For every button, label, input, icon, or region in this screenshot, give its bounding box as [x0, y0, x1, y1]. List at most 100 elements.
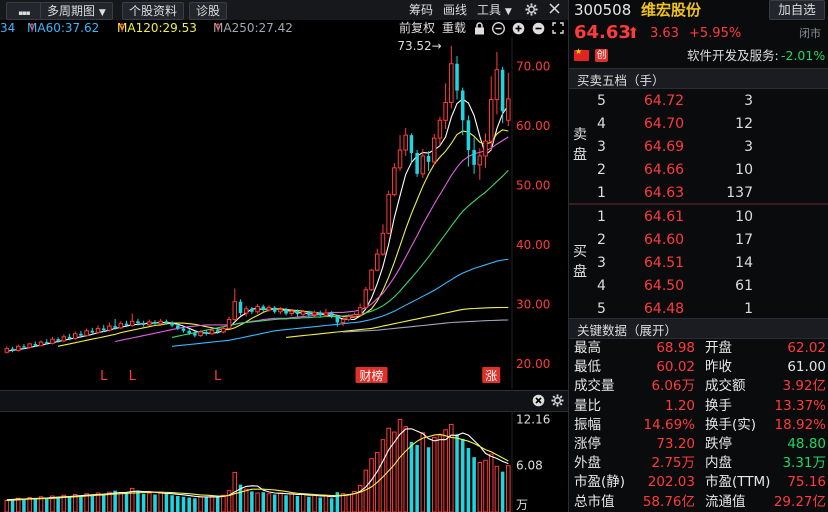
bid-row[interactable]: 3 64.51 14 — [569, 252, 828, 274]
volume-bar — [79, 495, 83, 512]
ma-line-ma20 — [114, 136, 509, 343]
key-value: 61.00 — [787, 359, 826, 376]
candle-body — [466, 120, 471, 151]
volume-bar — [409, 441, 414, 512]
sector-change: -2.01% — [781, 48, 826, 63]
candle-body — [243, 308, 249, 314]
minus-circle-icon[interactable] — [532, 22, 545, 40]
stock-info-button[interactable]: 个股资料 — [122, 2, 185, 20]
menu-button[interactable]: ▪▪▪ — [6, 2, 42, 20]
candle-body — [300, 311, 306, 315]
candle-body — [403, 134, 408, 151]
candle-body — [113, 326, 117, 328]
fq-mode-button[interactable]: 前复权 — [399, 21, 436, 35]
volume-bar — [90, 494, 95, 512]
key-value: 68.98 — [656, 340, 695, 356]
bid-row[interactable]: 1 64.61 10 — [569, 206, 828, 228]
key-label: 最低 — [574, 359, 601, 376]
volume-bar — [95, 492, 101, 512]
candle-body — [232, 301, 238, 321]
level-volume: 10 — [735, 209, 753, 225]
lock-icon[interactable] — [474, 22, 485, 40]
candle-body — [488, 98, 494, 142]
volume-bar — [27, 497, 32, 512]
candle-body — [426, 155, 431, 162]
volume-bar — [38, 496, 44, 512]
candle-body — [226, 319, 232, 329]
candle-body — [431, 137, 437, 163]
event-marker: L — [214, 369, 222, 384]
key-label: 振幅 — [574, 416, 601, 433]
level-volume: 17 — [735, 232, 753, 248]
candle-body — [312, 311, 317, 316]
gear-icon[interactable] — [524, 3, 538, 17]
volume-bar — [323, 495, 329, 512]
volume-chart[interactable]: 12.16 6.08 万 — [0, 411, 568, 512]
candlestick-chart[interactable]: 70.00 60.00 50.00 40.00 30.00 20.00 73.52→ L L L 财… — [0, 37, 568, 389]
candle-body — [61, 336, 67, 342]
diagnose-button[interactable]: 诊股 — [189, 2, 228, 20]
candle-body — [318, 312, 323, 316]
volume-bar — [153, 494, 157, 512]
volume-bar — [147, 492, 152, 512]
gear-icon[interactable] — [551, 394, 564, 410]
chevron-down-icon: ▼ — [504, 7, 512, 17]
candle-body — [472, 150, 476, 165]
volume-bar — [340, 493, 346, 512]
add-watchlist-button[interactable]: 加自选 — [769, 0, 825, 20]
volume-tick-label: 万 — [516, 498, 528, 512]
volume-bar — [4, 500, 10, 512]
volume-bar — [118, 492, 124, 512]
level-price: 64.60 — [644, 232, 685, 248]
volume-bar — [255, 492, 260, 512]
key-label: 流通值 — [705, 493, 746, 510]
stock-code: 300508 — [574, 1, 632, 19]
level-volume: 61 — [735, 278, 753, 294]
expand-icon[interactable] — [552, 22, 564, 39]
candle-body — [272, 307, 277, 312]
candle-body — [380, 232, 386, 255]
ask-row[interactable]: 1 64.63 137 — [569, 182, 828, 204]
sector-label[interactable]: 软件开发及服务: — [687, 48, 779, 63]
candle-body — [386, 194, 391, 234]
chip-tab[interactable]: 筹码 — [409, 3, 434, 17]
close-icon[interactable] — [547, 3, 561, 17]
candle-body — [209, 329, 215, 335]
candle-body — [79, 333, 83, 336]
ask-row[interactable]: 4 64.70 12 — [569, 113, 828, 135]
sell-side-label: 卖盘 — [573, 127, 587, 163]
volume-bar — [272, 494, 277, 512]
zoom-out-icon[interactable] — [492, 22, 505, 40]
volume-bar — [198, 496, 203, 512]
bid-row[interactable]: 4 64.50 61 — [569, 275, 828, 297]
volume-bar — [300, 493, 306, 512]
stock-name: 维宏股份 — [641, 1, 702, 19]
bid-row[interactable]: 2 64.60 17 — [569, 229, 828, 251]
volume-ma5-line — [6, 428, 509, 501]
level-index: 5 — [597, 93, 606, 109]
ask-row[interactable]: 2 64.66 10 — [569, 159, 828, 181]
draw-line-tab[interactable]: 画线 — [443, 3, 468, 17]
candle-body — [67, 336, 72, 339]
quote-panel: 300508 维宏股份 加自选 64.63 ⬆ 3.63 +5.95% 闭市 ★… — [568, 0, 828, 512]
ask-row[interactable]: 3 64.69 3 — [569, 136, 828, 158]
reset-button[interactable]: 重载 — [442, 21, 467, 35]
tools-menu[interactable]: 工具 ▼ — [477, 3, 512, 17]
level-index: 3 — [597, 139, 606, 155]
candle-body — [506, 98, 511, 121]
bid-row[interactable]: 5 64.48 1 — [569, 298, 828, 320]
candle-body — [500, 69, 505, 112]
ma-line-ma250 — [343, 319, 509, 333]
ask-row[interactable]: 5 64.72 3 — [569, 90, 828, 112]
price-change-pct: +5.95% — [689, 26, 742, 41]
multi-period-button[interactable]: 多周期图 ▼ — [40, 2, 113, 20]
close-indicator-icon[interactable] — [532, 394, 545, 410]
key-label: 成交额 — [705, 378, 746, 395]
y-tick-label: 40.00 — [516, 238, 550, 252]
keydata-header[interactable]: 关键数据（展开） — [569, 318, 828, 339]
candle-body — [50, 338, 55, 344]
level-index: 2 — [597, 232, 606, 248]
zoom-in-icon[interactable] — [512, 22, 525, 40]
volume-bar — [426, 447, 431, 512]
price-change: 3.63 — [650, 26, 679, 41]
